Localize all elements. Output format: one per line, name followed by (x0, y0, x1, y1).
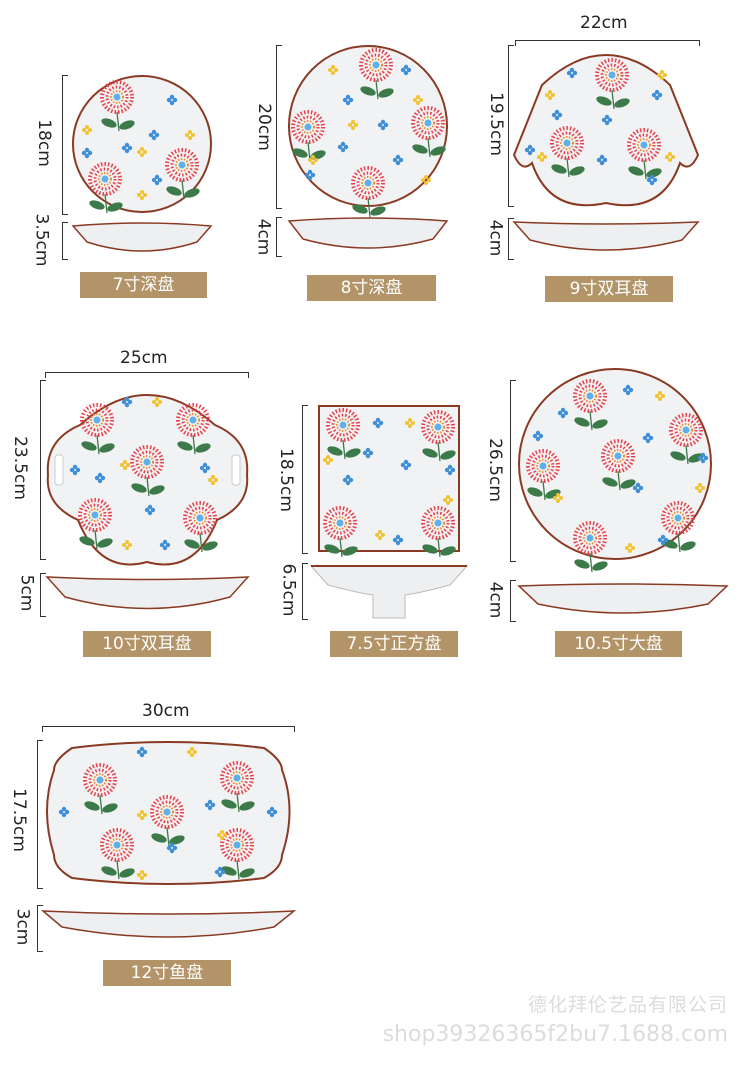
plate-top-view (318, 405, 460, 560)
product-label: 7寸深盘 (80, 272, 207, 298)
height-bracket (62, 75, 68, 215)
product-label: 8寸深盘 (307, 275, 436, 301)
plate-top-view (72, 75, 212, 216)
height-bracket (276, 45, 282, 209)
watermark-url: shop39326365f2bu7.1688.com (382, 1022, 728, 1047)
height-dimension: 20cm (253, 103, 274, 151)
height-bracket (508, 45, 514, 207)
product-label: 9寸双耳盘 (545, 276, 673, 302)
height-dimension: 23.5cm (9, 436, 30, 500)
plate-side-view (517, 583, 729, 614)
plate-side-view (40, 910, 297, 938)
depth-bracket (508, 218, 514, 260)
height-bracket (37, 740, 43, 889)
depth-bracket (302, 563, 308, 620)
plate-side-view (287, 217, 449, 249)
watermark-company: 德化拜伦艺品有限公司 (527, 994, 728, 1016)
height-dimension: 18.5cm (275, 448, 296, 512)
depth-bracket (37, 905, 43, 952)
depth-dimension: 5cm (16, 574, 37, 612)
plate-side-view (309, 565, 469, 619)
height-dimension: 17.5cm (8, 788, 29, 852)
height-bracket (510, 380, 516, 562)
depth-bracket (510, 580, 516, 622)
product-label: 7.5寸正方盘 (330, 631, 458, 657)
plate-top-view (518, 368, 712, 575)
height-bracket (40, 380, 46, 560)
depth-bracket (276, 217, 282, 257)
width-dimension: 30cm (142, 701, 190, 721)
height-dimension: 18cm (33, 119, 54, 167)
depth-dimension: 3.5cm (31, 213, 52, 267)
plate-side-view (512, 221, 700, 251)
depth-dimension: 4cm (485, 219, 506, 257)
width-bracket (45, 372, 249, 378)
width-dimension: 25cm (120, 348, 168, 368)
depth-bracket (62, 222, 68, 260)
depth-dimension: 6.5cm (278, 563, 299, 617)
depth-bracket (40, 573, 46, 617)
depth-dimension: 4cm (253, 218, 274, 256)
plate-top-view (512, 54, 700, 207)
height-dimension: 19.5cm (485, 92, 506, 156)
width-bracket (515, 40, 700, 46)
width-dimension: 22cm (580, 13, 628, 33)
plate-top-view (46, 741, 291, 885)
height-bracket (302, 405, 308, 554)
height-dimension: 26.5cm (484, 438, 505, 502)
depth-dimension: 3cm (12, 908, 33, 946)
product-label: 10.5寸大盘 (555, 631, 682, 657)
product-label: 10寸双耳盘 (83, 631, 211, 657)
plate-side-view (45, 576, 250, 610)
plate-top-view (288, 45, 449, 220)
plate-top-view (46, 394, 249, 566)
plate-side-view (71, 222, 213, 252)
product-label: 12寸鱼盘 (103, 960, 231, 986)
depth-dimension: 4cm (485, 581, 506, 619)
width-bracket (42, 726, 295, 732)
